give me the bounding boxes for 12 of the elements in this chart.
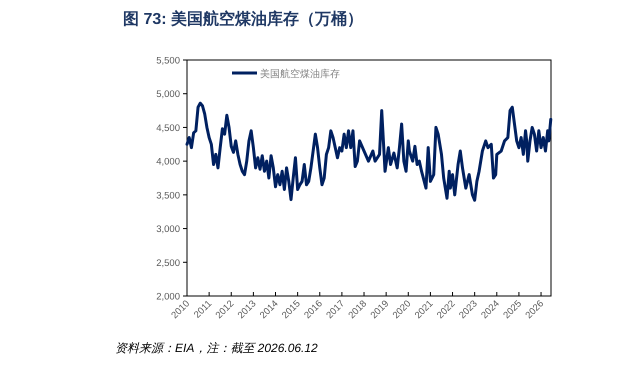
line-series <box>186 102 552 202</box>
y-tick-label: 2,500 <box>156 258 180 269</box>
text: 资料来源：EIA，注：截至 2026.06.12 <box>115 341 318 355</box>
y-tick-label: 4,500 <box>156 122 180 134</box>
legend-label: 美国航空煤油库存 <box>260 68 340 80</box>
chart-title: 图 73: 美国航空煤油库存（万桶） <box>123 9 364 28</box>
y-tick-label: 4,000 <box>156 156 180 168</box>
y-tick-label: 3,500 <box>156 190 180 202</box>
y-tick-label: 5,000 <box>156 89 180 100</box>
y-tick-label: 5,500 <box>156 56 180 66</box>
y-tick-label: 3,000 <box>156 224 180 236</box>
y-tick-label: 2,000 <box>156 292 180 302</box>
